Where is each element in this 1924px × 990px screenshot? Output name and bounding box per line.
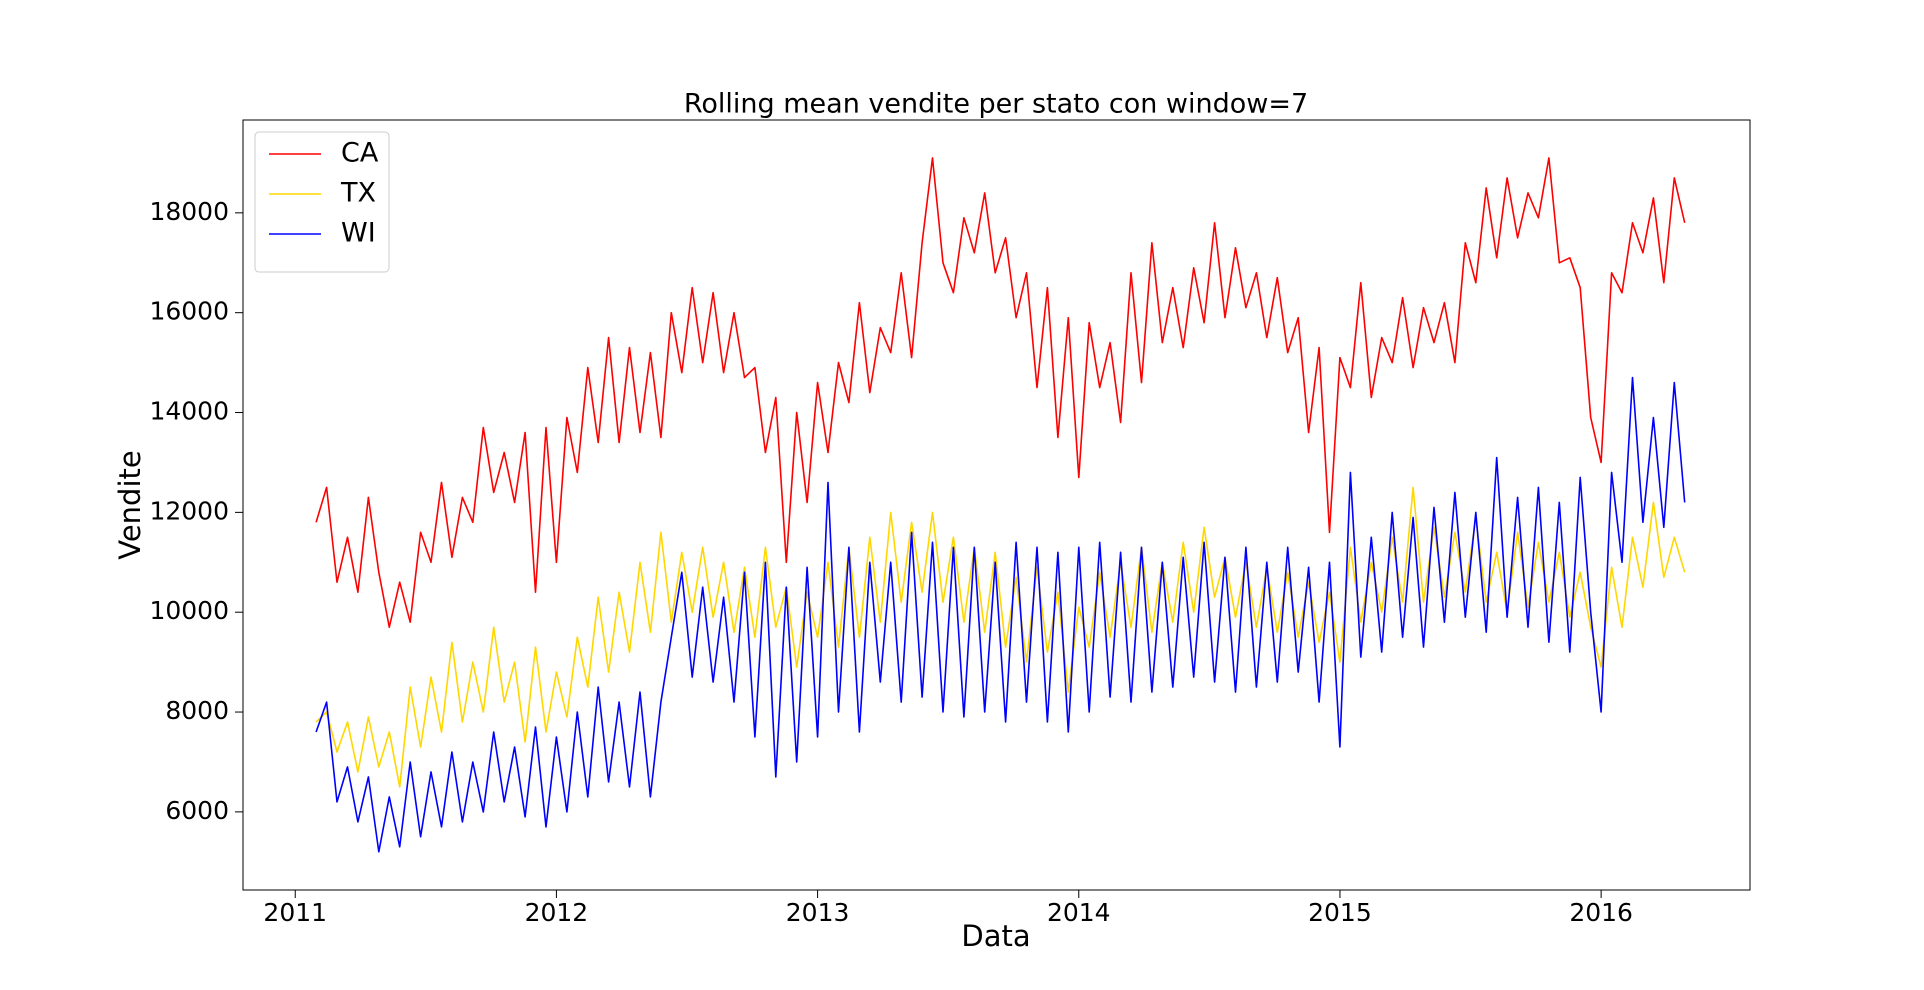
x-axis-label: Data [961,919,1030,953]
legend-box [254,131,390,273]
x-tick-label: 2013 [786,898,850,927]
y-tick-label: 16000 [149,297,229,326]
y-tick-label: 8000 [165,696,229,725]
line-series [315,157,1686,628]
y-tick-label: 14000 [149,397,229,426]
plot-frame [242,119,1751,891]
legend-label: TX [340,178,376,209]
x-tick-label: 2011 [263,898,327,927]
y-tick-label: 6000 [165,796,229,825]
y-tick-label: 12000 [149,496,229,525]
y-tick-label: 10000 [149,596,229,625]
x-tick-label: 2014 [1047,898,1111,927]
x-tick-label: 2015 [1308,898,1372,927]
y-axis-label: Vendite [113,450,147,560]
legend-label: WI [341,218,376,249]
legend-label: CA [341,138,379,169]
x-tick-label: 2016 [1569,898,1633,927]
legend: CA TX WI [254,131,390,273]
line-series [315,486,1686,788]
line-series [315,376,1686,853]
chart-title: Rolling mean vendite per stato con windo… [684,89,1308,120]
y-tick-label: 18000 [149,197,229,226]
x-tick-label: 2012 [525,898,589,927]
